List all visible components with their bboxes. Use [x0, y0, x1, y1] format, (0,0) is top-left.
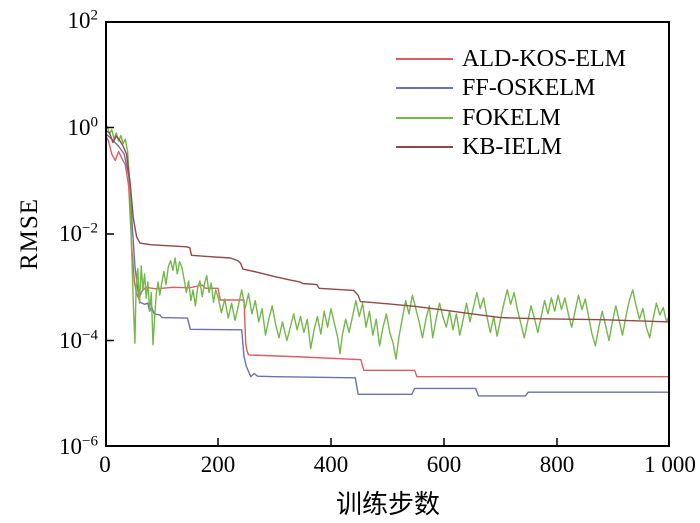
legend-line-sample: [396, 146, 453, 149]
plot-area: [105, 21, 670, 447]
x-tick-label-0: 0: [99, 452, 111, 477]
y-tick-label-1e-4: 10−4: [59, 326, 98, 353]
legend-item-ff-oskelm: FF-OSKELM: [396, 74, 626, 104]
legend-label: ALD-KOS-ELM: [462, 45, 626, 72]
legend-line-sample: [396, 116, 453, 119]
legend-item-kb-ielm: KB-IELM: [396, 133, 626, 163]
legend: ALD-KOS-ELM FF-OSKELM FOKELM KB-IELM: [396, 44, 626, 162]
legend-item-ald-kos-elm: ALD-KOS-ELM: [396, 44, 626, 74]
plot-border: [105, 21, 670, 447]
legend-item-fokelm: FOKELM: [396, 103, 626, 133]
legend-line-sample: [396, 57, 453, 60]
x-axis-label: 训练步数: [335, 490, 441, 519]
y-tick-label-1e0: 100: [67, 113, 99, 140]
series-line-ald-kos-elm: [105, 133, 670, 378]
x-tick-label-400: 400: [313, 452, 349, 477]
legend-label: FF-OSKELM: [462, 75, 596, 102]
y-tick-label-1e-6: 10−6: [59, 433, 98, 459]
x-tick-label-1000: 1 000: [644, 452, 696, 477]
legend-label: KB-IELM: [462, 134, 562, 161]
series-line-ff-oskelm: [105, 132, 670, 397]
y-axis-label: RMSE: [16, 197, 43, 271]
series-line-kb-ielm: [105, 129, 670, 323]
x-tick-label-200: 200: [200, 452, 236, 477]
x-tick-label-800: 800: [539, 452, 575, 477]
legend-line-sample: [396, 87, 453, 90]
x-tick-label-600: 600: [426, 452, 462, 477]
legend-label: FOKELM: [462, 104, 561, 131]
y-tick-label-1e2: 102: [67, 7, 99, 33]
series-line-fokelm: [105, 125, 670, 360]
y-tick-label-1e-2: 10−2: [59, 220, 98, 246]
